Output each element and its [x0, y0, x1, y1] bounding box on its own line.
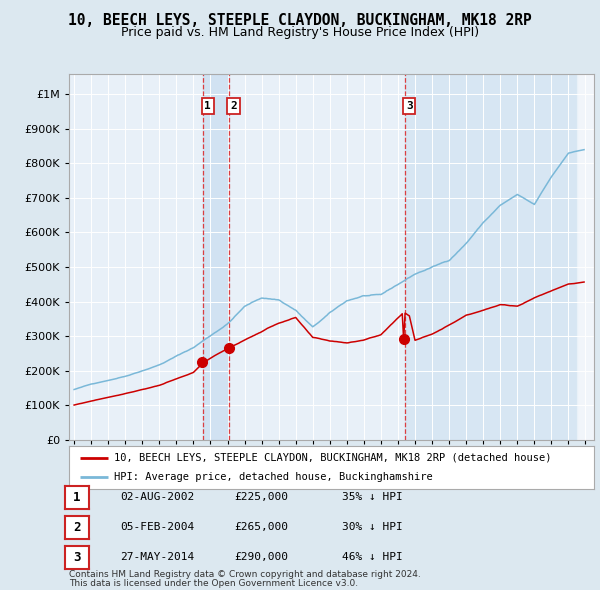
Text: This data is licensed under the Open Government Licence v3.0.: This data is licensed under the Open Gov… [69, 579, 358, 588]
Text: £265,000: £265,000 [234, 522, 288, 532]
Text: 35% ↓ HPI: 35% ↓ HPI [342, 492, 403, 502]
Text: £225,000: £225,000 [234, 492, 288, 502]
Text: 02-AUG-2002: 02-AUG-2002 [120, 492, 194, 502]
Text: 10, BEECH LEYS, STEEPLE CLAYDON, BUCKINGHAM, MK18 2RP (detached house): 10, BEECH LEYS, STEEPLE CLAYDON, BUCKING… [113, 453, 551, 463]
Text: 2: 2 [73, 521, 80, 534]
Text: 10, BEECH LEYS, STEEPLE CLAYDON, BUCKINGHAM, MK18 2RP: 10, BEECH LEYS, STEEPLE CLAYDON, BUCKING… [68, 13, 532, 28]
Bar [203, 74, 229, 440]
Text: 1: 1 [73, 491, 80, 504]
Text: 3: 3 [73, 551, 80, 564]
Text: 1: 1 [205, 101, 211, 111]
Text: 46% ↓ HPI: 46% ↓ HPI [342, 552, 403, 562]
Bar [577, 74, 594, 440]
Text: 2: 2 [230, 101, 237, 111]
Text: 3: 3 [406, 101, 413, 111]
Text: 30% ↓ HPI: 30% ↓ HPI [342, 522, 403, 532]
Bar [577, 74, 594, 440]
Text: HPI: Average price, detached house, Buckinghamshire: HPI: Average price, detached house, Buck… [113, 472, 433, 482]
Bar [405, 74, 577, 440]
Text: 27-MAY-2014: 27-MAY-2014 [120, 552, 194, 562]
Text: Price paid vs. HM Land Registry's House Price Index (HPI): Price paid vs. HM Land Registry's House … [121, 26, 479, 39]
Text: £290,000: £290,000 [234, 552, 288, 562]
Text: Contains HM Land Registry data © Crown copyright and database right 2024.: Contains HM Land Registry data © Crown c… [69, 571, 421, 579]
Text: 05-FEB-2004: 05-FEB-2004 [120, 522, 194, 532]
